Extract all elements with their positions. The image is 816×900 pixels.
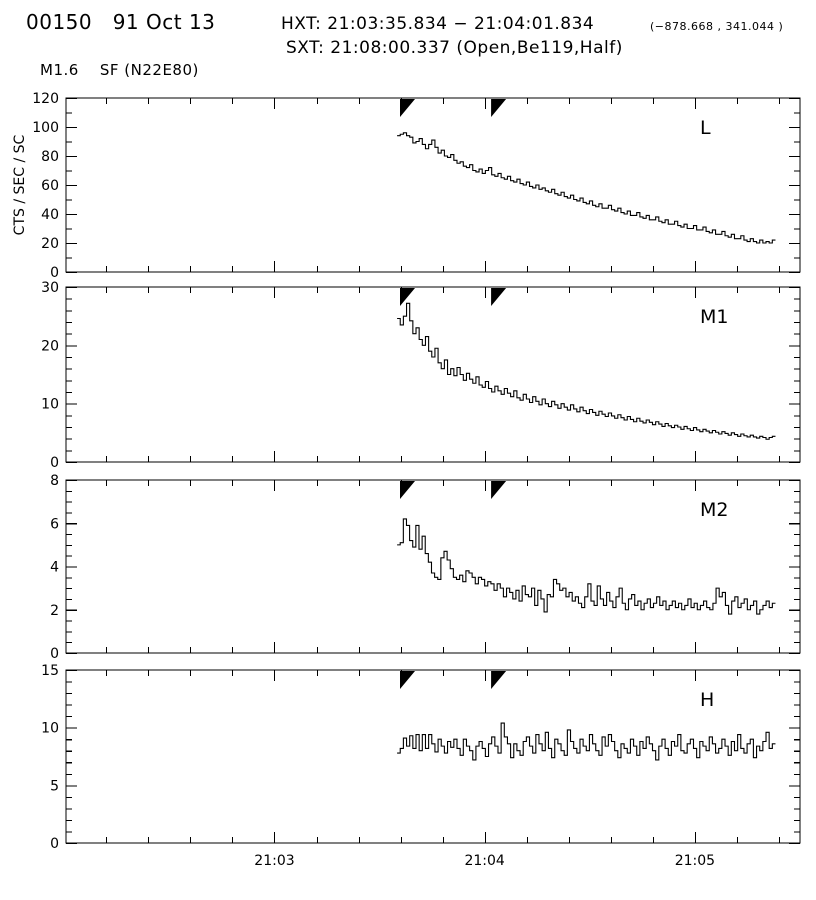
y-tick-label-m1: 20 xyxy=(41,338,59,354)
hxt-interval-marker xyxy=(400,671,416,689)
hxt-interval-marker xyxy=(400,481,416,499)
x-tick-label: 21:03 xyxy=(254,853,294,869)
y-tick-label-m2: 8 xyxy=(50,473,59,489)
observation-id-text: 00150 91 Oct 13 xyxy=(26,10,216,34)
hxt-interval-marker xyxy=(491,288,507,306)
hxt-time-range-text: HXT: 21:03:35.834 − 21:04:01.834 xyxy=(281,14,595,34)
y-tick-label-m1: 0 xyxy=(50,455,59,471)
data-curve-m2 xyxy=(397,518,776,615)
y-tick-label-h: 0 xyxy=(50,836,59,852)
data-curve-h xyxy=(397,722,776,761)
y-tick-label-l: 40 xyxy=(41,207,59,223)
x-tick-label: 21:05 xyxy=(675,853,715,869)
y-tick-label-l: 20 xyxy=(41,236,59,252)
y-tick-label-m2: 6 xyxy=(50,516,59,532)
y-tick-label-m1: 30 xyxy=(41,280,59,296)
y-tick-label-h: 15 xyxy=(41,663,59,679)
y-axis-title: CTS / SEC / SC xyxy=(12,134,28,235)
y-tick-label-h: 5 xyxy=(50,778,59,794)
hxt-interval-marker xyxy=(400,99,416,117)
panel-label-m1: M1 xyxy=(700,306,728,328)
y-tick-label-l: 120 xyxy=(32,91,59,107)
panel-frame-m1 xyxy=(65,286,801,463)
hxt-interval-marker xyxy=(400,288,416,306)
sxt-time-text: SXT: 21:08:00.337 (Open,Be119,Half) xyxy=(286,38,623,58)
panel-frame-h xyxy=(65,669,801,844)
y-tick-label-l: 0 xyxy=(50,265,59,281)
y-tick-label-m2: 2 xyxy=(50,603,59,619)
flare-class-text: M1.6 SF (N22E80) xyxy=(40,61,199,79)
hxt-interval-marker xyxy=(491,481,507,499)
flare-coordinates-text: (−878.668 , 341.044 ) xyxy=(650,20,784,33)
panel-frame-m2 xyxy=(65,479,801,654)
data-curve-m1 xyxy=(397,302,776,440)
y-tick-label-l: 100 xyxy=(32,120,59,136)
panel-frame-l xyxy=(65,97,801,273)
y-tick-label-m2: 0 xyxy=(50,646,59,662)
x-tick-label: 21:04 xyxy=(464,853,504,869)
panel-label-l: L xyxy=(700,117,711,139)
y-tick-label-m2: 4 xyxy=(50,560,59,576)
y-tick-label-h: 10 xyxy=(41,721,59,737)
y-tick-label-l: 80 xyxy=(41,149,59,165)
panel-label-m2: M2 xyxy=(700,499,728,521)
y-tick-label-m1: 10 xyxy=(41,397,59,413)
hxt-interval-marker xyxy=(491,671,507,689)
data-curve-l xyxy=(397,132,776,244)
y-tick-label-l: 60 xyxy=(41,178,59,194)
hxt-interval-marker xyxy=(491,99,507,117)
panel-label-h: H xyxy=(700,689,714,711)
